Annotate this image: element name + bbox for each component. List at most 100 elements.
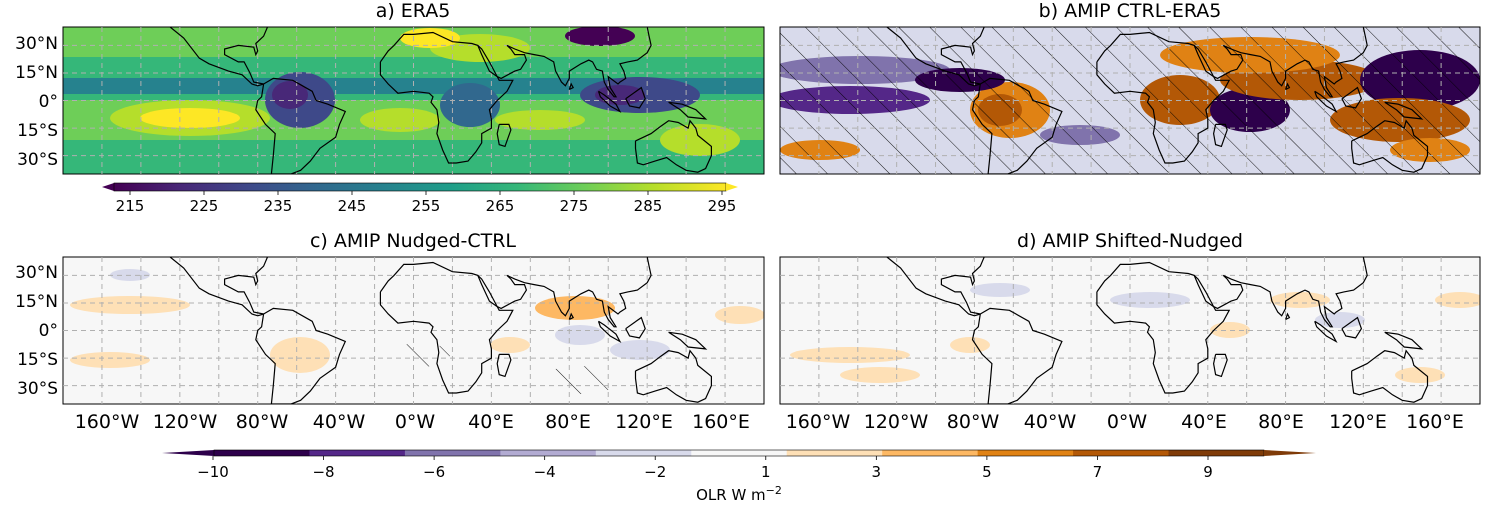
coastline (496, 353, 512, 378)
coastline (1351, 349, 1429, 403)
panel-overlay (63, 27, 764, 174)
colorbar-bottom-tick-label: 3 (872, 463, 882, 481)
lat-tick: 30°N (15, 263, 58, 283)
coastline (625, 86, 646, 109)
coastline (971, 77, 1063, 174)
lon-tick: 40°W (313, 411, 366, 433)
lon-tick: 120°E (615, 411, 673, 433)
coastline (971, 307, 1063, 404)
map-overlays (63, 27, 1480, 404)
colorbar-bottom-tick-label: −8 (312, 463, 334, 481)
colorbar-bottom-tick-label: −6 (423, 463, 445, 481)
coastline (169, 257, 269, 317)
coastline (1351, 119, 1429, 173)
colorbar-top-bar (113, 182, 727, 192)
coastline (1384, 101, 1424, 120)
lat-tick: 30°S (17, 150, 58, 170)
colorbar-bottom: −10 −8 −6 −4 −2 1 3 5 7 9 OLR W m−2 (162, 449, 1316, 504)
coastline (379, 261, 514, 394)
colorbar-bottom-label: OLR W m−2 (696, 484, 782, 504)
coastline (255, 307, 347, 404)
lon-tick: 0°W (395, 411, 436, 433)
lat-axis-top: 30°N 15°N 0° 15°S 30°S (15, 34, 58, 170)
panel-overlay (63, 257, 764, 404)
coastline (1285, 312, 1291, 321)
colorbar-top-tick-label: 225 (190, 197, 219, 215)
colorbar-bottom-segment (691, 450, 788, 456)
colorbar-bottom-tick-label: 1 (761, 463, 771, 481)
colorbar-top: 215 225 235 245 255 265 275 285 295 (102, 182, 738, 215)
coastline (625, 316, 646, 339)
colorbar-bottom-segments (213, 449, 1265, 457)
colorbar-top-tick-label: 285 (634, 197, 663, 215)
colorbar-bottom-segment (882, 450, 979, 456)
panel-a-title: a) ERA5 (376, 0, 451, 22)
colorbar-bottom-segment (404, 450, 501, 456)
colorbar-top-left-extend (102, 183, 114, 191)
lon-tick: 160°E (692, 411, 750, 433)
lon-tick: 160°W (786, 411, 851, 433)
coastline (1341, 316, 1363, 339)
colorbar-bottom-segment (595, 450, 692, 456)
colorbar-bottom-left-extend (162, 450, 214, 456)
lat-tick: 15°S (17, 350, 58, 370)
coastline (568, 82, 575, 91)
lon-axis-c: 160°W 120°W 80°W 40°W 0°W 40°E 80°E 120°… (75, 411, 750, 433)
colorbar-bottom-tick-label: 5 (982, 463, 992, 481)
coastline (379, 31, 514, 164)
colorbar-top-tick-label: 215 (116, 197, 145, 215)
lat-tick: 15°N (15, 63, 58, 83)
coastline (169, 27, 269, 87)
lon-tick: 80°W (947, 411, 1000, 433)
colorbar-bottom-segment (309, 450, 406, 456)
coastline (1384, 331, 1424, 350)
lat-tick: 0° (39, 92, 58, 112)
colorbar-top-tick-label: 295 (708, 197, 737, 215)
colorbar-bottom-tick-label: −2 (644, 463, 666, 481)
lat-tick: 30°S (17, 379, 58, 399)
coastline (1285, 82, 1291, 91)
coastline (668, 101, 708, 120)
coastline (668, 331, 708, 350)
coastline (634, 119, 713, 173)
lon-tick: 80°W (236, 411, 289, 433)
coastline (1314, 320, 1338, 344)
colorbar-bottom-tick-label: 7 (1093, 463, 1103, 481)
lat-tick: 0° (39, 321, 58, 341)
coastline (477, 27, 652, 98)
lon-tick: 40°E (468, 411, 514, 433)
colorbar-bottom-segment (1073, 450, 1170, 456)
coastline (477, 257, 652, 328)
panel-overlay (780, 257, 1480, 404)
lon-tick: 40°W (1024, 411, 1077, 433)
colorbar-top-tick-label: 245 (338, 197, 367, 215)
colorbar-bottom-segment (1168, 450, 1265, 456)
coastline (1341, 86, 1363, 109)
colorbar-top-ticks: 215 225 235 245 255 265 275 285 295 (116, 191, 737, 215)
lon-tick: 80°E (1258, 411, 1304, 433)
lon-tick: 0°W (1107, 411, 1148, 433)
colorbar-bottom-segment (500, 450, 597, 456)
lon-axis-d: 160°W 120°W 80°W 40°W 0°W 40°E 80°E 120°… (786, 411, 1464, 433)
coastline (568, 312, 575, 321)
lon-tick: 80°E (545, 411, 591, 433)
lat-axis-bottom: 30°N 15°N 0° 15°S 30°S (15, 263, 58, 399)
coastline (1193, 257, 1368, 328)
colorbar-bottom-ticks: −10 −8 −6 −4 −2 1 3 5 7 9 (197, 456, 1213, 481)
lon-tick: 120°E (1329, 411, 1387, 433)
colorbar-bottom-tick-label: −10 (197, 463, 229, 481)
coastline (1096, 261, 1231, 394)
colorbar-top-tick-label: 275 (560, 197, 589, 215)
colorbar-top-tick-label: 255 (412, 197, 441, 215)
colorbar-bottom-segment (786, 450, 883, 456)
coastline (886, 27, 985, 87)
panel-overlay (780, 27, 1480, 174)
coastline (1193, 27, 1368, 98)
panel-b-title: b) AMIP CTRL-ERA5 (1039, 0, 1222, 22)
lat-tick: 15°S (17, 121, 58, 141)
lat-tick: 30°N (15, 34, 58, 54)
lon-tick: 160°W (75, 411, 140, 433)
coastline (886, 257, 985, 317)
coastline (597, 90, 622, 114)
